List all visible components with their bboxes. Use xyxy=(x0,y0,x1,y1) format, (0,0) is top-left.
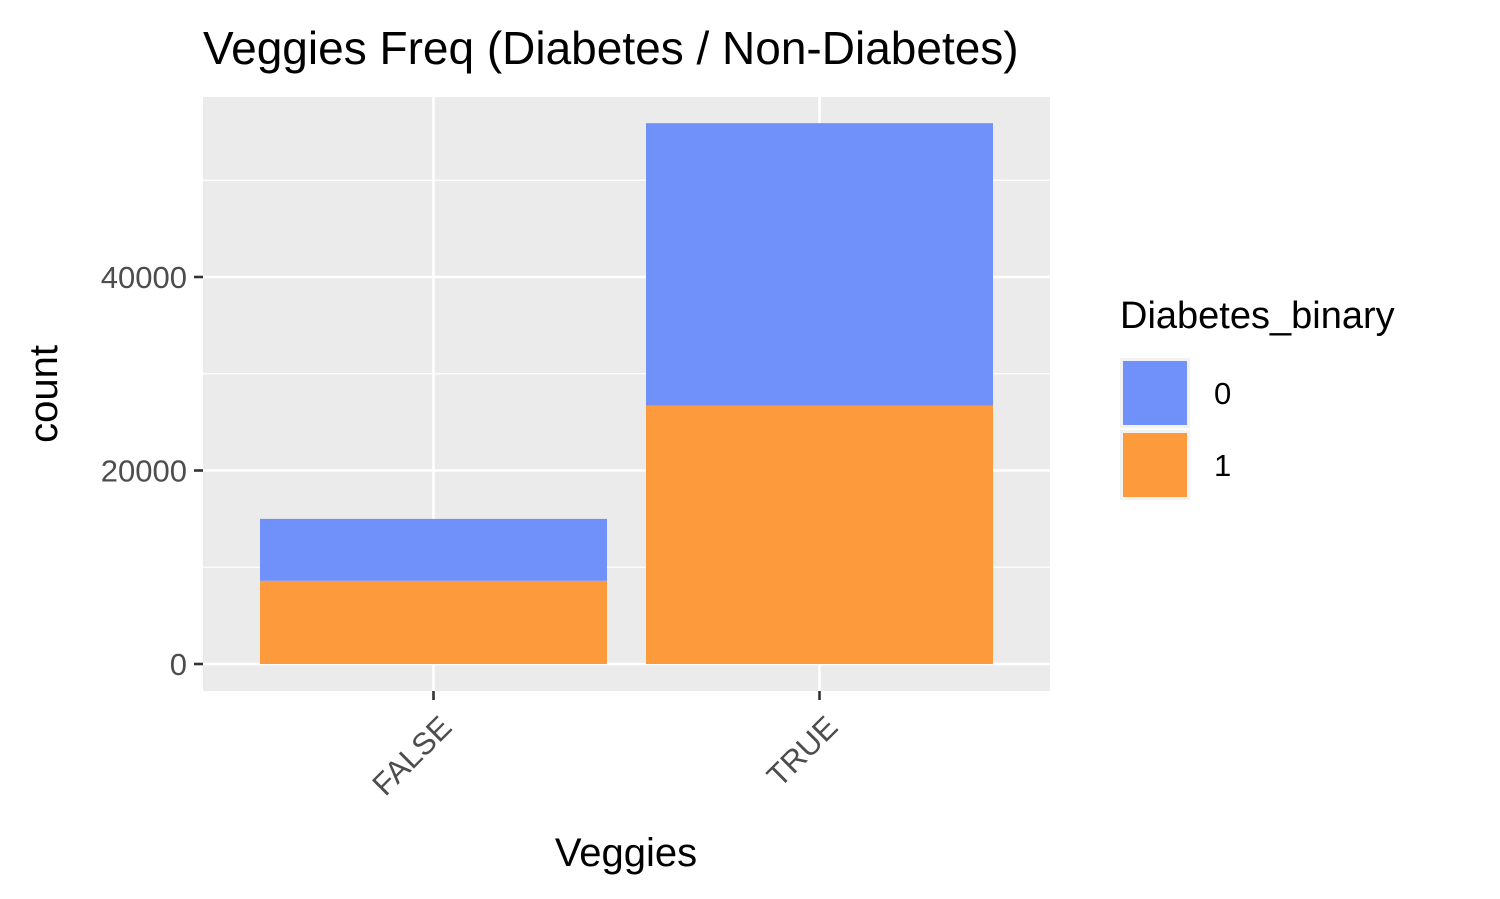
legend-label-1: 1 xyxy=(1214,448,1231,483)
bar-true-series-0 xyxy=(646,123,993,406)
bar-false-series-1 xyxy=(260,580,607,664)
legend-key-0 xyxy=(1123,361,1187,425)
x-axis: FALSE TRUE xyxy=(365,691,844,802)
legend-key-1 xyxy=(1123,433,1187,497)
y-axis-title: count xyxy=(22,345,66,443)
legend-label-0: 0 xyxy=(1214,376,1231,411)
y-tick-label: 40000 xyxy=(101,260,187,295)
y-axis: 0 20000 40000 xyxy=(101,260,203,682)
legend-title: Diabetes_binary xyxy=(1120,295,1395,337)
bar-true-series-1 xyxy=(646,405,993,664)
y-tick-label: 20000 xyxy=(101,454,187,489)
x-axis-title: Veggies xyxy=(555,831,697,875)
legend: Diabetes_binary 01 xyxy=(1120,295,1395,500)
legend-items: 01 xyxy=(1120,358,1231,500)
bar-false-series-0 xyxy=(260,518,607,581)
x-tick-label: TRUE xyxy=(760,709,844,793)
chart-title: Veggies Freq (Diabetes / Non-Diabetes) xyxy=(203,22,1019,74)
y-tick-label: 0 xyxy=(170,647,187,682)
bars xyxy=(260,123,993,664)
x-tick-label: FALSE xyxy=(365,709,458,802)
